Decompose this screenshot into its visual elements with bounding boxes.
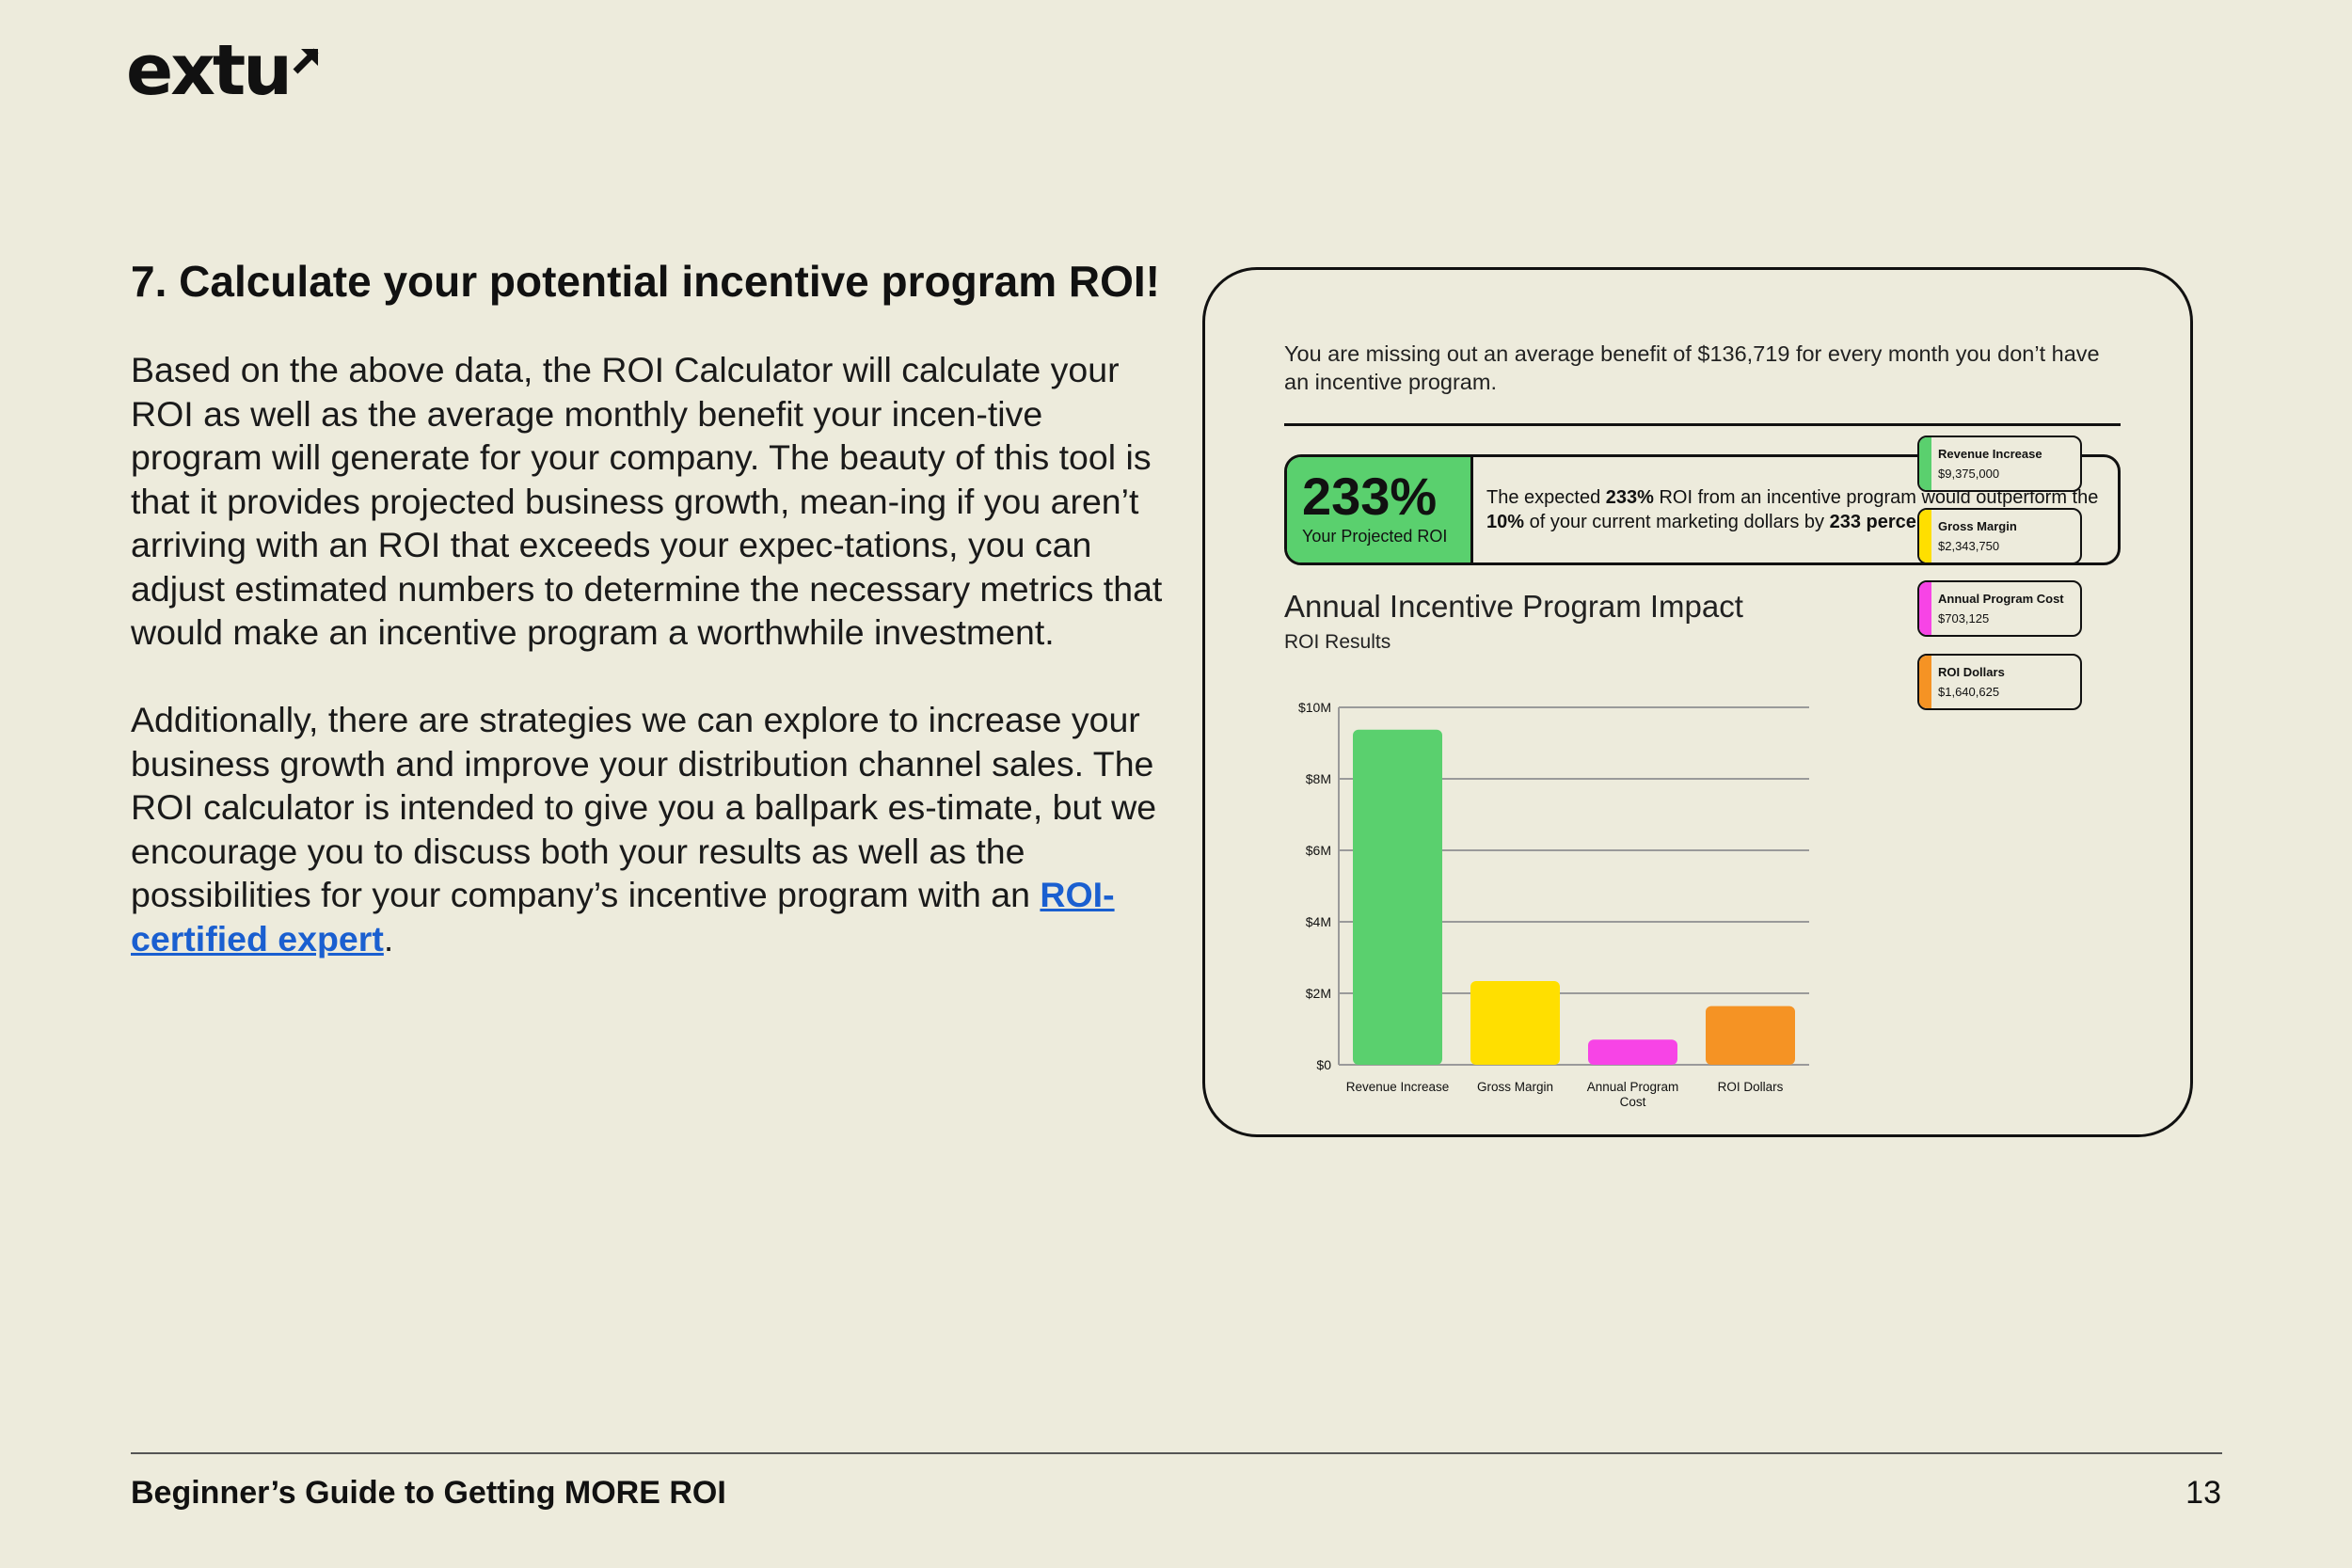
legend-item: ROI Dollars $1,640,625: [1917, 654, 2082, 710]
section-heading: 7. Calculate your potential incentive pr…: [131, 257, 1161, 306]
roi-text-part: The expected: [1486, 487, 1606, 508]
paragraph-1: Based on the above data, the ROI Calcula…: [131, 350, 1163, 652]
legend-name: Revenue Increase: [1938, 447, 2042, 461]
missing-benefit-text: You are missing out an average benefit o…: [1284, 341, 2100, 394]
legend-item: Gross Margin $2,343,750: [1917, 508, 2082, 564]
x-tick-label: Cost: [1620, 1095, 1646, 1109]
bar: [1588, 1039, 1677, 1065]
legend-name: ROI Dollars: [1938, 665, 2005, 679]
roi-text-bold: 233%: [1605, 487, 1654, 508]
bar: [1706, 1006, 1795, 1065]
bar: [1470, 980, 1560, 1065]
body-text: Based on the above data, the ROI Calcula…: [131, 348, 1166, 960]
roi-expert-link[interactable]: ROI-certified expert: [131, 875, 1115, 958]
y-tick-label: $2M: [1306, 986, 1331, 1001]
roi-text-bold: 10%: [1486, 512, 1525, 532]
legend-value: $9,375,000: [1938, 467, 2000, 481]
footer-divider: [131, 1452, 2222, 1454]
chart-subtitle: ROI Results: [1284, 631, 1391, 653]
paragraph-2-end: .: [383, 918, 394, 958]
divider: [1284, 423, 2121, 426]
legend-value: $2,343,750: [1938, 539, 2000, 553]
legend-swatch: [1919, 510, 1931, 562]
legend-swatch: [1919, 656, 1931, 708]
roi-text-part: ROI from an incentive program would outp…: [1653, 487, 2099, 508]
y-tick-label: $8M: [1306, 771, 1331, 786]
x-tick-label: Revenue Increase: [1346, 1080, 1450, 1094]
legend-name: Annual Program Cost: [1938, 592, 2064, 606]
roi-results-card: You are missing out an average benefit o…: [1202, 267, 2193, 1137]
page-number: 13: [2185, 1475, 2221, 1511]
y-tick-label: $10M: [1298, 700, 1331, 715]
y-tick-label: $6M: [1306, 843, 1331, 858]
y-tick-label: $0: [1316, 1057, 1331, 1072]
footer-title: Beginner’s Guide to Getting MORE ROI: [131, 1475, 726, 1511]
legend-swatch: [1919, 437, 1931, 490]
paragraph-2: Additionally, there are strategies we ca…: [131, 698, 1166, 960]
bar: [1353, 729, 1442, 1065]
paragraph-2-text: Additionally, there are strategies we ca…: [131, 700, 1157, 914]
bar-chart: $0 $2M $4M $6M $8M $10M Revenue Increase Gross …: [1298, 700, 1809, 1109]
chart-title: Annual Incentive Program Impact: [1284, 589, 1743, 624]
roi-label: Your Projected ROI: [1302, 527, 1448, 546]
legend-item: Annual Program Cost $703,125: [1917, 580, 2082, 637]
roi-highlight: 233% Your Projected ROI: [1287, 457, 1473, 562]
extu-logo: extu: [126, 30, 293, 111]
x-tick-label: ROI Dollars: [1718, 1080, 1784, 1094]
roi-percent: 233%: [1302, 467, 1438, 526]
x-tick-label: Annual Program: [1587, 1080, 1679, 1094]
legend-value: $1,640,625: [1938, 685, 2000, 699]
legend-name: Gross Margin: [1938, 519, 2017, 533]
legend-swatch: [1919, 582, 1931, 635]
roi-text-part: of your current marketing dollars by: [1524, 512, 1830, 532]
legend-value: $703,125: [1938, 611, 1990, 626]
y-tick-label: $4M: [1306, 914, 1331, 929]
x-tick-label: Gross Margin: [1477, 1080, 1553, 1094]
legend-item: Revenue Increase $9,375,000: [1917, 436, 2082, 492]
arrow-up-right-icon: [293, 48, 319, 74]
